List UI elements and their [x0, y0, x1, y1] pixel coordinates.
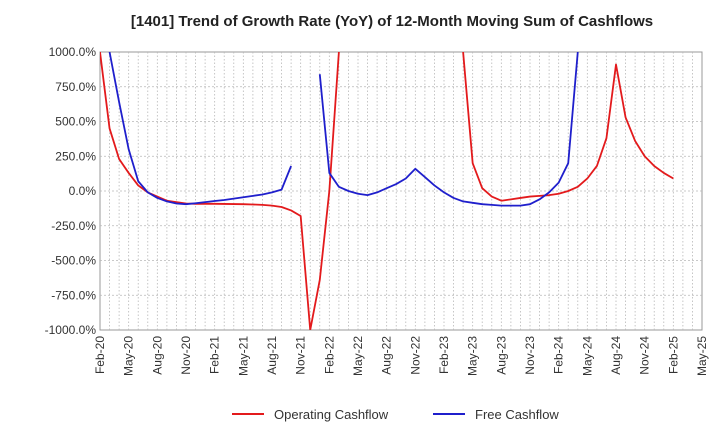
- y-tick-label: 0.0%: [69, 184, 97, 198]
- x-tick-label: Feb-24: [552, 336, 566, 374]
- x-tick-label: Feb-25: [666, 336, 680, 374]
- x-tick-label: Nov-21: [294, 336, 308, 375]
- y-tick-label: -250.0%: [51, 219, 96, 233]
- legend-label: Free Cashflow: [475, 407, 559, 422]
- y-tick-label: 500.0%: [55, 115, 96, 129]
- x-tick-label: Aug-23: [494, 336, 508, 375]
- x-tick-label: May-23: [466, 336, 480, 376]
- legend: Operating Cashflow Free Cashflow: [232, 407, 559, 422]
- x-tick-label: Aug-24: [609, 336, 623, 375]
- y-axis: 1000.0% 750.0% 500.0% 250.0% 0.0% -250.0% -500…: [45, 45, 97, 337]
- x-tick-label: Nov-20: [179, 336, 193, 375]
- chart-title: [1401] Trend of Growth Rate (YoY) of 12-…: [131, 13, 653, 30]
- x-tick-label: May-24: [580, 336, 594, 376]
- y-tick-label: 250.0%: [55, 149, 96, 163]
- y-tick-label: -1000.0%: [45, 323, 97, 337]
- x-tick-label: Aug-20: [150, 336, 164, 375]
- x-tick-label: Aug-21: [265, 336, 279, 375]
- y-tick-label: 750.0%: [55, 80, 96, 94]
- x-tick-label: May-22: [351, 336, 365, 376]
- series-line-operating-cashflow: [100, 52, 674, 330]
- x-tick-label: Feb-21: [208, 336, 222, 374]
- x-tick-label: Feb-23: [437, 336, 451, 374]
- x-tick-label: Nov-22: [408, 336, 422, 375]
- legend-label: Operating Cashflow: [274, 407, 389, 422]
- x-tick-label: Nov-23: [523, 336, 537, 375]
- x-tick-label: Aug-22: [380, 336, 394, 375]
- y-tick-label: 1000.0%: [49, 45, 97, 59]
- x-tick-label: May-25: [695, 336, 709, 376]
- x-tick-label: Feb-22: [322, 336, 336, 374]
- x-axis: Feb-20 May-20 Aug-20 Nov-20 Feb-21 May-21 Aug-…: [93, 336, 709, 376]
- series-line-free-cashflow: [108, 52, 579, 207]
- x-tick-label: May-21: [236, 336, 250, 376]
- series-group: [100, 52, 674, 330]
- y-tick-label: -500.0%: [51, 254, 96, 268]
- x-tick-label: May-20: [122, 336, 136, 376]
- x-tick-label: Nov-24: [638, 336, 652, 375]
- x-tick-label: Feb-20: [93, 336, 107, 374]
- y-tick-label: -750.0%: [51, 288, 96, 302]
